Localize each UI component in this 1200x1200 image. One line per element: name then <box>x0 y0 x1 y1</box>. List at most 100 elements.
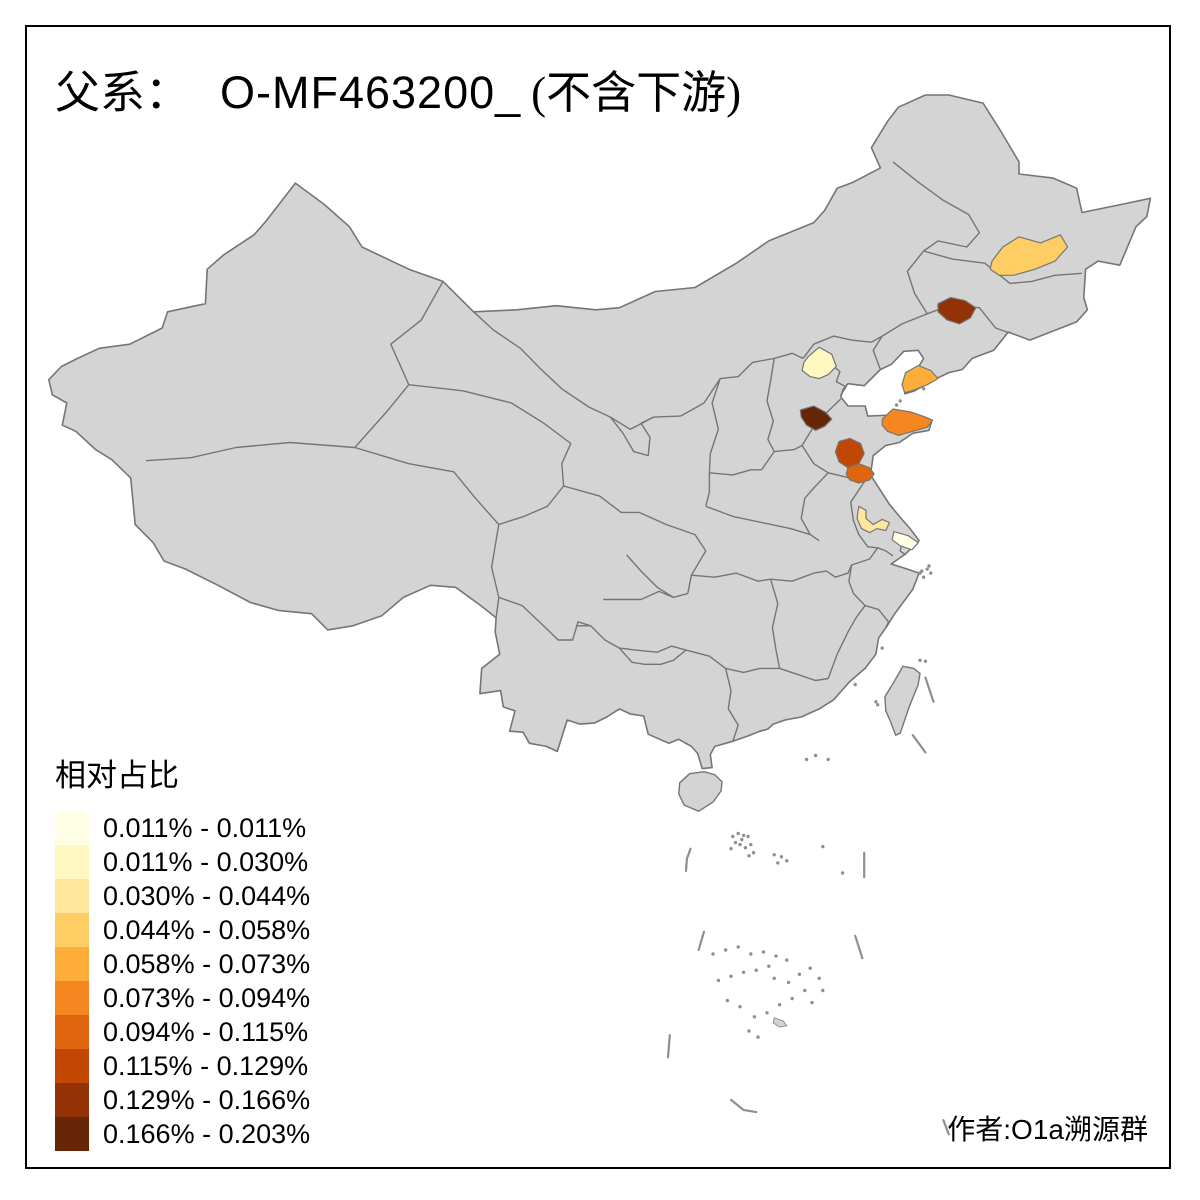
island-dot <box>747 854 751 858</box>
choropleth-region <box>989 234 1069 276</box>
island-dot <box>777 1003 782 1007</box>
province-boundary <box>691 570 827 582</box>
figure-frame <box>25 25 1171 1169</box>
island-dot <box>772 976 776 980</box>
sea-boundary-dash <box>942 1119 950 1136</box>
legend-label: 0.058% - 0.073% <box>103 948 311 979</box>
island-dot <box>723 948 728 952</box>
legend-swatch <box>55 1083 89 1117</box>
island-dot <box>733 840 738 845</box>
legend-swatch <box>55 879 89 913</box>
island-dot <box>921 387 926 391</box>
legend-swatch <box>55 1117 89 1151</box>
island-dot <box>894 403 899 407</box>
legend-rows: 0.011% - 0.011% 0.011% - 0.030% 0.030% - 0… <box>55 811 310 1151</box>
island-dot <box>821 844 825 849</box>
choropleth-region <box>891 530 919 551</box>
legend-swatch <box>55 811 89 845</box>
island-dot <box>716 978 721 983</box>
island-dot <box>927 564 931 568</box>
legend-label: 0.011% - 0.030% <box>103 846 309 877</box>
island-dot <box>749 952 753 956</box>
legend-row: 0.073% - 0.094% <box>55 981 310 1015</box>
choropleth-region <box>881 408 934 436</box>
province-boundary <box>498 485 565 526</box>
island-dot <box>810 1000 814 1005</box>
legend-row: 0.044% - 0.058% <box>55 913 310 947</box>
island-dot <box>749 842 753 847</box>
province-boundary <box>354 281 444 448</box>
province-boundary <box>563 485 707 594</box>
island-dot <box>746 834 750 839</box>
page-title: 父系： O-MF463200_ (不含下游) <box>55 56 741 121</box>
island-dot <box>711 952 715 956</box>
legend-row: 0.011% - 0.030% <box>55 845 310 879</box>
province-boundary <box>618 647 687 665</box>
legend-swatch <box>55 1049 89 1083</box>
island-dot <box>751 851 756 855</box>
choropleth-region <box>856 505 891 534</box>
island-dot <box>754 968 758 972</box>
province-boundary <box>827 604 890 679</box>
legend-label: 0.094% - 0.115% <box>103 1016 309 1047</box>
island-dot <box>779 855 784 859</box>
island-dot <box>752 1015 757 1019</box>
island-dot <box>923 659 928 663</box>
legend-row: 0.115% - 0.129% <box>55 1049 310 1083</box>
province-boundary <box>685 649 829 682</box>
choropleth-region <box>845 463 875 484</box>
sea-boundary-dash <box>854 934 864 960</box>
island-dot <box>817 976 821 980</box>
province-boundary <box>145 441 355 462</box>
province-boundary <box>848 564 866 607</box>
island-dot <box>918 658 922 662</box>
island-dot <box>765 1011 769 1015</box>
island-dot <box>776 861 780 865</box>
island-dot <box>898 399 902 403</box>
legend-swatch <box>55 947 89 981</box>
island-dot <box>786 980 791 985</box>
island-dot <box>747 1029 751 1033</box>
sea-boundary-dash <box>729 1098 758 1114</box>
province-boundary <box>923 250 1083 285</box>
choropleth-region <box>901 364 939 394</box>
legend-row: 0.129% - 0.166% <box>55 1083 310 1117</box>
island-dot <box>821 988 825 993</box>
taiwan-island <box>884 665 921 737</box>
legend-label: 0.129% - 0.166% <box>103 1084 311 1115</box>
legend-label: 0.166% - 0.203% <box>103 1118 311 1149</box>
island-dot <box>725 998 730 1003</box>
province-boundary <box>800 472 829 535</box>
sea-boundary-dash <box>924 676 935 703</box>
island-dot <box>918 571 922 575</box>
island-dot <box>880 646 884 650</box>
legend: 相对占比 0.011% - 0.011% 0.011% - 0.030% 0.030… <box>55 750 310 1151</box>
province-boundary <box>774 398 842 453</box>
province-boundary <box>609 416 654 457</box>
island-dot <box>738 842 742 847</box>
island-dot <box>929 571 933 575</box>
mainland-outline <box>47 94 1152 770</box>
province-boundary <box>603 590 688 601</box>
sea-boundary-dash <box>666 1033 671 1059</box>
island-dot <box>729 847 733 851</box>
province-boundary <box>708 378 762 476</box>
island-dot <box>785 958 789 962</box>
legend-title: 相对占比 <box>55 758 179 793</box>
hainan-island <box>678 770 723 812</box>
province-boundary <box>802 335 883 359</box>
legend-swatch <box>55 913 89 947</box>
province-boundary <box>769 579 781 669</box>
island-dot <box>790 996 794 1001</box>
island-dot <box>804 757 809 762</box>
legend-row: 0.011% - 0.011% <box>55 811 310 845</box>
island-dot <box>874 700 878 704</box>
legend-label: 0.011% - 0.011% <box>103 812 307 843</box>
island-dot <box>785 859 789 863</box>
island-dot <box>876 703 880 707</box>
island-dot <box>756 1035 760 1039</box>
island-dot <box>767 964 771 968</box>
province-boundary <box>705 472 711 507</box>
island-dot <box>826 757 830 762</box>
